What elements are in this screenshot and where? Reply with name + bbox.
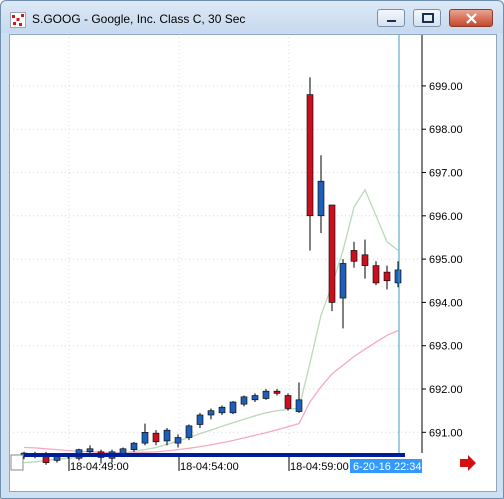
candle-up	[339, 263, 347, 299]
candle-down	[328, 204, 336, 303]
candle-up	[163, 429, 171, 442]
y-axis-label: 698.00	[429, 124, 463, 136]
y-axis-label: 699.00	[429, 81, 463, 93]
candle-up	[196, 414, 204, 425]
candle-up	[251, 395, 259, 401]
time-scrollbar[interactable]	[24, 453, 405, 457]
y-axis-label: 697.00	[429, 168, 463, 180]
moving-average-slow-line	[23, 330, 399, 454]
close-icon	[466, 13, 477, 24]
y-axis-label: 693.00	[429, 341, 463, 353]
y-axis-label: 692.00	[429, 384, 463, 396]
chart-area[interactable]: 699.00 698.00 697.00 696.00 695.00 694.00 693.…	[9, 34, 497, 492]
candle-up	[141, 432, 149, 444]
candle-up	[262, 390, 270, 399]
candle-down	[372, 265, 380, 284]
candle-up	[174, 437, 182, 444]
maximize-icon	[422, 13, 434, 23]
candle-up	[207, 410, 215, 416]
candle-down	[273, 390, 281, 394]
y-axis-label: 691.00	[429, 427, 463, 439]
chart-app-icon	[10, 12, 26, 28]
candle-down	[383, 271, 391, 282]
candle-down	[350, 250, 358, 262]
candle-up	[295, 399, 303, 412]
candle-up	[86, 448, 94, 453]
minimize-button[interactable]	[377, 9, 405, 27]
y-axis-label: 694.00	[429, 297, 463, 309]
candle-up	[229, 401, 237, 414]
plot-background	[10, 35, 496, 491]
scroll-right-arrow-icon[interactable]	[460, 455, 476, 471]
candle-down	[306, 94, 314, 217]
x-axis-label: 18-04:59:00	[290, 461, 349, 473]
scroll-left-box[interactable]	[10, 454, 24, 471]
close-button[interactable]	[449, 9, 493, 27]
candlestick-chart[interactable]: 699.00 698.00 697.00 696.00 695.00 694.00 693.…	[10, 35, 496, 491]
minimize-icon	[387, 20, 396, 22]
title-bar[interactable]: S.GOOG - Google, Inc. Class C, 30 Sec	[1, 1, 503, 33]
x-axis-label: 18-04:49:00	[70, 461, 129, 473]
maximize-button[interactable]	[413, 9, 441, 27]
candle-up	[240, 396, 248, 405]
candle-up	[218, 406, 226, 414]
x-axis-label: 18-04:54:00	[180, 461, 239, 473]
y-axis-label: 695.00	[429, 254, 463, 266]
cursor-time-label-background	[350, 459, 422, 473]
candle-up	[394, 269, 402, 284]
candle-up	[185, 425, 193, 438]
y-axis-label: 696.00	[429, 211, 463, 223]
cursor-time-label: 6-20-16 22:34:00	[353, 461, 437, 473]
window-title: S.GOOG - Google, Inc. Class C, 30 Sec	[32, 12, 246, 26]
candle-up	[130, 442, 138, 450]
candle-up	[317, 180, 325, 217]
candle-down	[284, 395, 292, 409]
candle-down	[361, 254, 369, 266]
candle-down	[152, 432, 160, 443]
